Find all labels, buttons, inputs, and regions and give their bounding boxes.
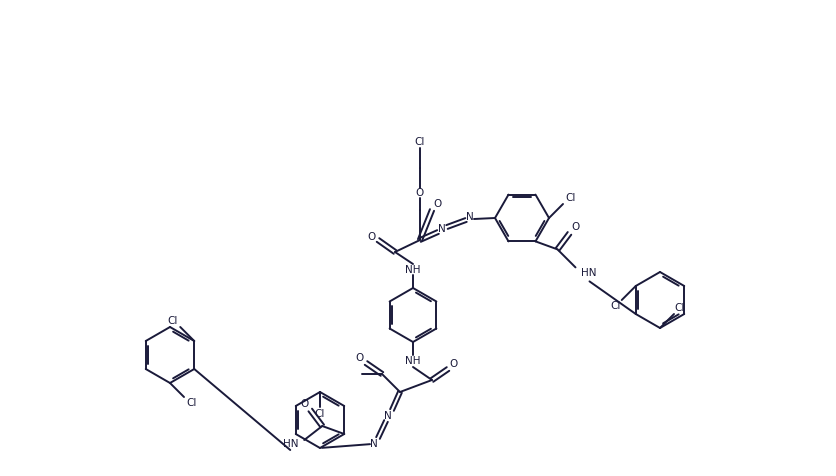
Text: O: O [415,188,424,198]
Text: Cl: Cl [314,409,325,419]
Text: Cl: Cl [186,398,197,408]
Text: Cl: Cl [167,316,177,326]
Text: NH: NH [405,265,421,275]
Text: N: N [370,439,377,449]
Text: O: O [433,199,441,209]
Text: N: N [466,212,473,222]
Text: HN: HN [581,268,596,278]
Text: O: O [355,353,364,363]
Text: HN: HN [283,439,298,449]
Text: Cl: Cl [609,301,620,311]
Text: Cl: Cl [415,137,425,147]
Text: Cl: Cl [565,193,575,203]
Text: N: N [384,411,391,421]
Text: N: N [437,224,446,234]
Text: Cl: Cl [674,303,685,313]
Text: NH: NH [405,356,421,366]
Text: O: O [571,222,579,232]
Text: O: O [449,359,457,369]
Text: O: O [300,399,308,409]
Text: O: O [368,232,375,242]
